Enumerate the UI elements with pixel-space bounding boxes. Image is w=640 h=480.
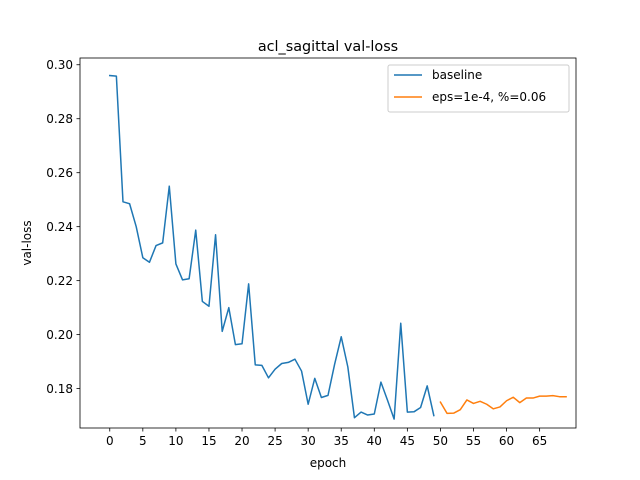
x-tick-label: 50 bbox=[433, 434, 448, 448]
y-tick-label: 0.18 bbox=[46, 382, 73, 396]
plot-area: 0 5 10 15 20 25 30 35 40 45 50 55 60 65 0.180.200.220… bbox=[46, 57, 577, 448]
x-tick-label: 65 bbox=[532, 434, 547, 448]
x-tick-label: 25 bbox=[267, 434, 282, 448]
x-axis-label: epoch bbox=[310, 456, 347, 470]
axes-background bbox=[80, 58, 576, 428]
y-axis-ticks: 0.18 0.20 0.22 0.24 0.26 0.28 0.30 bbox=[46, 58, 80, 396]
y-axis-label: val-loss bbox=[20, 220, 34, 265]
x-tick-label: 45 bbox=[400, 434, 415, 448]
legend-box bbox=[387, 64, 570, 113]
x-tick-label: 40 bbox=[367, 434, 382, 448]
y-tick-label: 0.20 bbox=[46, 328, 73, 342]
series-line-baseline bbox=[108, 74, 435, 420]
x-tick-label: 10 bbox=[168, 434, 183, 448]
legend-label-eps: eps=1e-4, %=0.06 bbox=[432, 90, 546, 104]
legend: baseline eps=1e-4, %=0.06 bbox=[387, 64, 570, 113]
y-tick-label: 0.30 bbox=[46, 58, 73, 72]
x-tick-label: 60 bbox=[499, 434, 514, 448]
y-tick-label: 0.28 bbox=[46, 112, 73, 126]
y-tick-label: 0.24 bbox=[46, 220, 73, 234]
x-tick-label: 15 bbox=[201, 434, 216, 448]
x-tick-label: 20 bbox=[234, 434, 249, 448]
axes-frame bbox=[79, 57, 577, 429]
y-tick-label: 0.22 bbox=[46, 274, 73, 288]
chart-title: acl_sagittal val-loss bbox=[258, 39, 398, 55]
series-layer bbox=[108, 74, 567, 420]
y-tick-label: 0.26 bbox=[46, 166, 73, 180]
x-axis-ticks: 0 5 10 15 20 25 30 35 40 45 50 55 60 65 bbox=[106, 428, 547, 448]
x-tick-label: 30 bbox=[301, 434, 316, 448]
legend-label-baseline: baseline bbox=[432, 68, 482, 82]
x-tick-label: 5 bbox=[139, 434, 147, 448]
x-tick-label: 35 bbox=[334, 434, 349, 448]
x-tick-label: 0 bbox=[106, 434, 114, 448]
x-tick-label: 55 bbox=[466, 434, 481, 448]
series-line-eps-1e-4-0-06 bbox=[439, 394, 567, 415]
